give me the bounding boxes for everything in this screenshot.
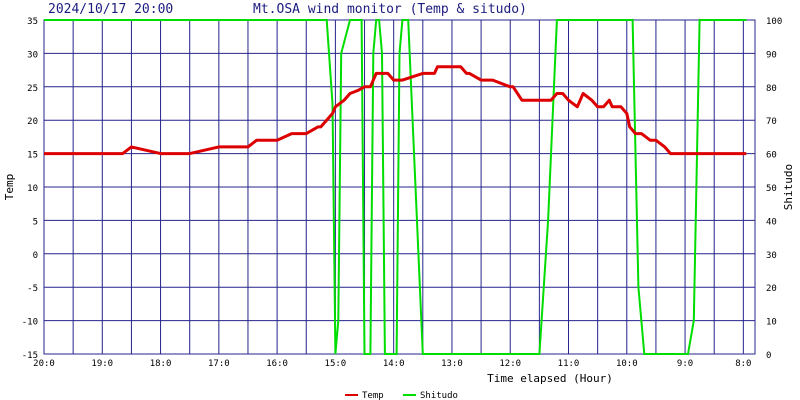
legend-shitudo-label: Shitudo (420, 391, 458, 400)
y-tick-label-right: 50 (766, 184, 777, 194)
y-tick-label-right: 20 (766, 284, 777, 294)
x-tick-label: 19:0 (91, 359, 113, 369)
x-tick-label: 20:0 (33, 359, 55, 369)
x-tick-label: 16:0 (266, 359, 288, 369)
y-tick-label-right: 0 (766, 351, 771, 361)
plot-frame (43, 19, 756, 355)
y-tick-label-right: 40 (766, 217, 777, 227)
y-tick-label-left: -15 (22, 351, 38, 361)
y-tick-label-left: 5 (33, 217, 38, 227)
y-axis-right-label: Shitudo (782, 164, 795, 210)
y-tick-label-left: 25 (27, 84, 38, 94)
x-tick-label: 14:0 (383, 359, 405, 369)
y-tick-label-right: 80 (766, 84, 777, 94)
y-tick-label-right: 30 (766, 251, 777, 261)
y-tick-label-right: 10 (766, 318, 777, 328)
legend: Temp Shitudo (345, 391, 458, 400)
x-tick-label: 17:0 (208, 359, 230, 369)
x-axis-label: Time elapsed (Hour) (487, 372, 613, 385)
x-tick-label: 13:0 (441, 359, 463, 369)
series-shitudo-line (44, 19, 747, 355)
series-temp-line (44, 65, 747, 156)
legend-temp-label: Temp (362, 391, 384, 400)
y-tick-label-right: 70 (766, 117, 777, 127)
x-tick-label: 18:0 (150, 359, 172, 369)
y-tick-label-left: 30 (27, 50, 38, 60)
y-axis-left-label: Temp (3, 174, 16, 201)
y-tick-label-right: 100 (766, 17, 782, 27)
y-tick-label-left: 10 (27, 184, 38, 194)
timestamp: 2024/10/17 20:00 (48, 2, 173, 17)
x-tick-label: 15:0 (325, 359, 347, 369)
y-tick-label-left: -5 (27, 284, 38, 294)
y-tick-label-left: 20 (27, 117, 38, 127)
y-tick-label-right: 60 (766, 151, 777, 161)
y-tick-label-right: 90 (766, 50, 777, 60)
chart-title: Mt.OSA wind monitor (Temp & situdo) (253, 2, 527, 17)
y-tick-label-left: -10 (22, 318, 38, 328)
y-tick-label-left: 0 (33, 251, 38, 261)
y-tick-label-left: 35 (27, 17, 38, 27)
x-tick-label: 11:0 (558, 359, 580, 369)
y-tick-label-left: 15 (27, 151, 38, 161)
x-tick-label: 9:0 (677, 359, 693, 369)
x-tick-label: 8:0 (735, 359, 751, 369)
x-tick-label: 10:0 (616, 359, 638, 369)
x-tick-label: 12:0 (499, 359, 521, 369)
